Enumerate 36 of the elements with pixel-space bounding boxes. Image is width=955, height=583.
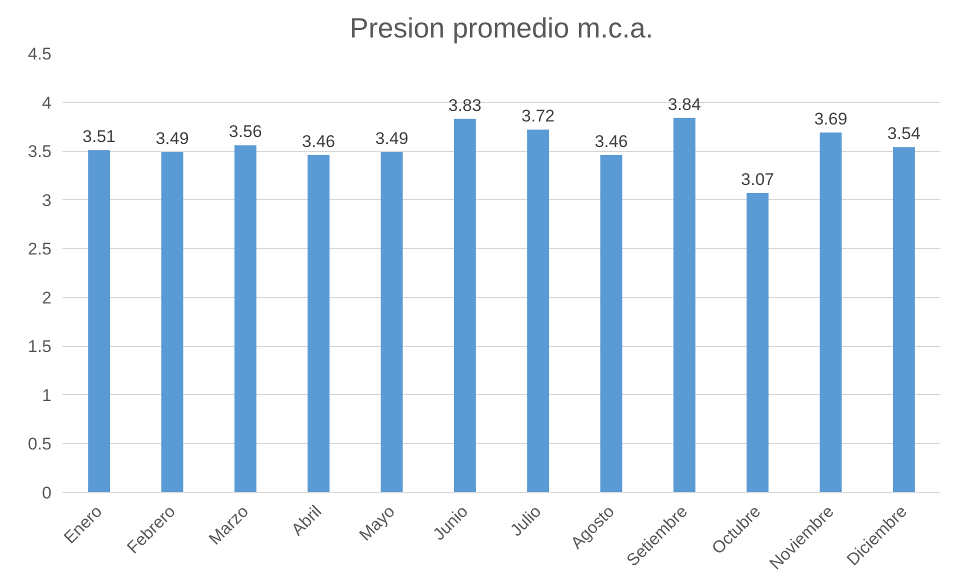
bar: [454, 118, 476, 492]
data-label: 3.46: [594, 132, 628, 151]
bar: [234, 145, 256, 492]
data-label: 3.51: [82, 127, 116, 146]
bar: [527, 130, 550, 492]
bar: [380, 152, 403, 492]
bar: [161, 152, 184, 492]
y-tick-label: 4.5: [28, 44, 52, 64]
x-tick-label: Julio: [506, 502, 545, 540]
chart-title: Presion promedio m.c.a.: [350, 12, 654, 44]
data-label: 3.84: [668, 94, 701, 114]
bar: [892, 147, 915, 492]
bar: [88, 150, 110, 492]
y-tick-label: 0.5: [28, 434, 52, 454]
y-tick-label: 3: [42, 190, 52, 210]
y-tick-label: 1.5: [28, 337, 52, 356]
data-label: 3.07: [741, 170, 774, 190]
data-label: 3.54: [887, 124, 920, 144]
data-label: 3.72: [522, 106, 555, 126]
data-label: 3.49: [156, 129, 189, 148]
data-label: 3.49: [375, 129, 408, 148]
bar: [746, 193, 769, 492]
data-label: 3.69: [814, 110, 848, 129]
y-tick-label: 1: [42, 386, 52, 405]
data-label: 3.46: [302, 132, 336, 151]
bar: [600, 154, 622, 492]
y-tick-label: 3.5: [28, 142, 52, 162]
bar: [308, 154, 330, 492]
bar: [673, 118, 696, 492]
y-tick-label: 2: [42, 288, 52, 308]
bar: [820, 132, 842, 492]
y-tick-label: 2.5: [28, 240, 52, 259]
y-tick-label: 4: [42, 93, 52, 112]
data-label: 3.56: [228, 122, 262, 142]
data-label: 3.83: [448, 96, 482, 115]
y-tick-label: 0: [42, 484, 52, 502]
